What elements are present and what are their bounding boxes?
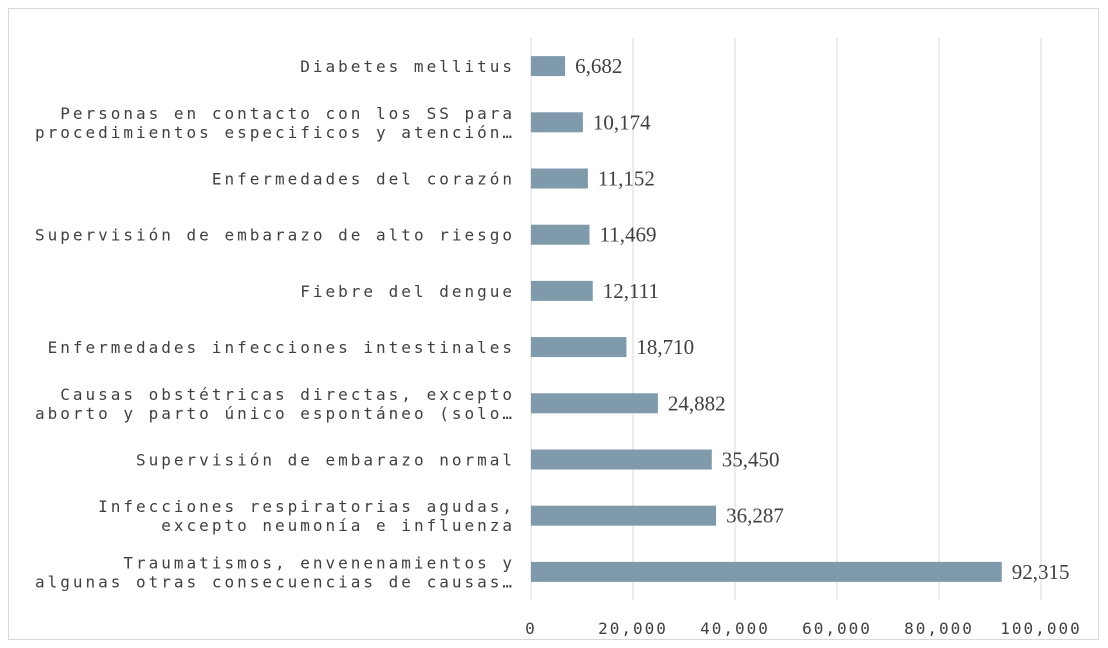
value-label: 11,152 bbox=[598, 167, 655, 191]
y-tick-label: Enfermedades del corazón bbox=[212, 170, 515, 189]
y-tick-label: Causas obstétricas directas, excepto abor… bbox=[35, 385, 515, 423]
value-label: 92,315 bbox=[1012, 560, 1070, 584]
x-tick-label: 100,000 bbox=[1000, 619, 1081, 638]
x-tick-label: 0 bbox=[525, 619, 537, 638]
y-tick-label: Traumatismos, envenenamientos y algunas o… bbox=[35, 553, 515, 591]
value-label: 18,710 bbox=[636, 335, 694, 359]
bar bbox=[531, 280, 593, 301]
x-tick-label: 20,000 bbox=[598, 619, 668, 638]
bar bbox=[531, 561, 1002, 582]
bar bbox=[531, 337, 627, 358]
value-label: 10,174 bbox=[593, 110, 651, 134]
bar bbox=[531, 393, 658, 414]
y-tick-label: Infecciones respiratorias agudas, excepto… bbox=[98, 497, 515, 535]
y-tick-label: Diabetes mellitus bbox=[300, 57, 515, 76]
y-tick-label: Supervisión de embarazo normal bbox=[136, 451, 515, 470]
y-tick-label: Enfermedades infecciones intestinales bbox=[48, 338, 515, 357]
y-tick-label: Supervisión de embarazo de alto riesgo bbox=[35, 226, 515, 245]
bar bbox=[531, 56, 566, 77]
x-tick-label: 40,000 bbox=[700, 619, 770, 638]
bar bbox=[531, 112, 583, 133]
value-label: 12,111 bbox=[603, 279, 659, 303]
y-tick-label: Personas en contacto con los SS para proc… bbox=[35, 104, 515, 142]
value-label: 36,287 bbox=[726, 504, 784, 528]
value-label: 24,882 bbox=[668, 391, 726, 415]
bar bbox=[531, 168, 588, 189]
x-tick-label: 60,000 bbox=[802, 619, 872, 638]
bar bbox=[531, 224, 590, 245]
x-tick-label: 80,000 bbox=[904, 619, 974, 638]
value-label: 35,450 bbox=[722, 448, 780, 472]
bar bbox=[531, 505, 717, 526]
value-label: 11,469 bbox=[599, 223, 656, 247]
y-tick-label: Fiebre del dengue bbox=[300, 282, 515, 301]
value-label: 6,682 bbox=[575, 54, 622, 78]
bar bbox=[531, 449, 712, 470]
